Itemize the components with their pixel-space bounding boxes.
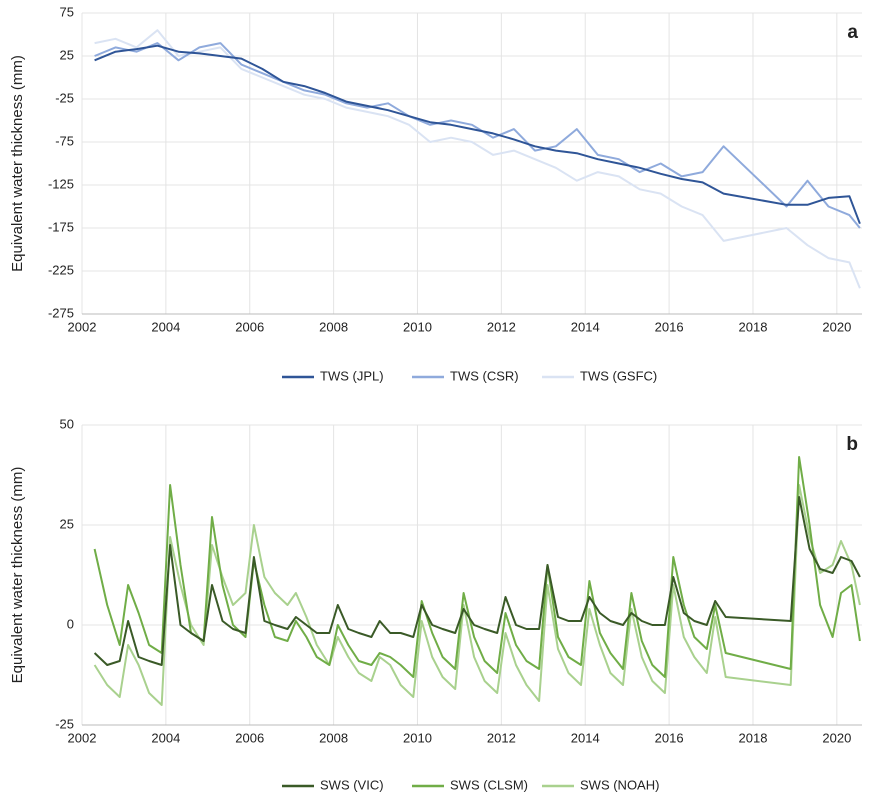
series-line: [94, 44, 861, 225]
series-line: [94, 29, 861, 289]
x-tick-label: 2004: [151, 319, 180, 334]
y-tick-label: -25: [55, 90, 74, 105]
x-tick-label: 2008: [319, 319, 348, 334]
legend-label: TWS (CSR): [450, 368, 519, 383]
series-line: [93, 456, 861, 678]
x-tick-label: 2006: [235, 730, 264, 745]
legend-label: SWS (NOAH): [580, 777, 659, 792]
y-tick-label: 25: [60, 47, 74, 62]
y-axis-label: Equivalent water thickness (mm): [9, 467, 26, 684]
x-tick-label: 2016: [655, 319, 684, 334]
panel-label: b: [846, 434, 858, 455]
series-line: [93, 484, 861, 706]
x-tick-label: 2012: [487, 730, 516, 745]
y-tick-label: -175: [48, 219, 74, 234]
legend-label: TWS (GSFC): [580, 368, 657, 383]
x-tick-label: 2016: [655, 730, 684, 745]
y-tick-label: -125: [48, 176, 74, 191]
y-tick-label: -275: [48, 305, 74, 320]
x-tick-label: 2010: [403, 730, 432, 745]
x-tick-label: 2018: [739, 730, 768, 745]
x-tick-label: 2002: [68, 319, 97, 334]
y-tick-label: -225: [48, 262, 74, 277]
y-tick-label: -25: [55, 716, 74, 731]
x-tick-label: 2014: [571, 319, 600, 334]
x-tick-label: 2004: [151, 730, 180, 745]
legend-label: SWS (CLSM): [450, 777, 528, 792]
x-tick-label: 2010: [403, 319, 432, 334]
y-tick-label: 75: [60, 4, 74, 19]
series-line: [93, 496, 861, 666]
x-tick-label: 2018: [739, 319, 768, 334]
y-tick-label: 25: [60, 516, 74, 531]
x-tick-label: 2008: [319, 730, 348, 745]
y-axis-label: Equivalent water thickness (mm): [9, 55, 26, 272]
panel-label: a: [847, 22, 858, 43]
y-tick-label: 0: [67, 616, 74, 631]
x-tick-label: 2014: [571, 730, 600, 745]
series-line: [94, 42, 861, 229]
legend-label: SWS (VIC): [320, 777, 384, 792]
x-tick-label: 2012: [487, 319, 516, 334]
legend-label: TWS (JPL): [320, 368, 384, 383]
x-tick-label: 2020: [822, 319, 851, 334]
x-tick-label: 2006: [235, 319, 264, 334]
x-tick-label: 2020: [822, 730, 851, 745]
y-tick-label: -75: [55, 133, 74, 148]
x-tick-label: 2002: [68, 730, 97, 745]
y-tick-label: 50: [60, 416, 74, 431]
